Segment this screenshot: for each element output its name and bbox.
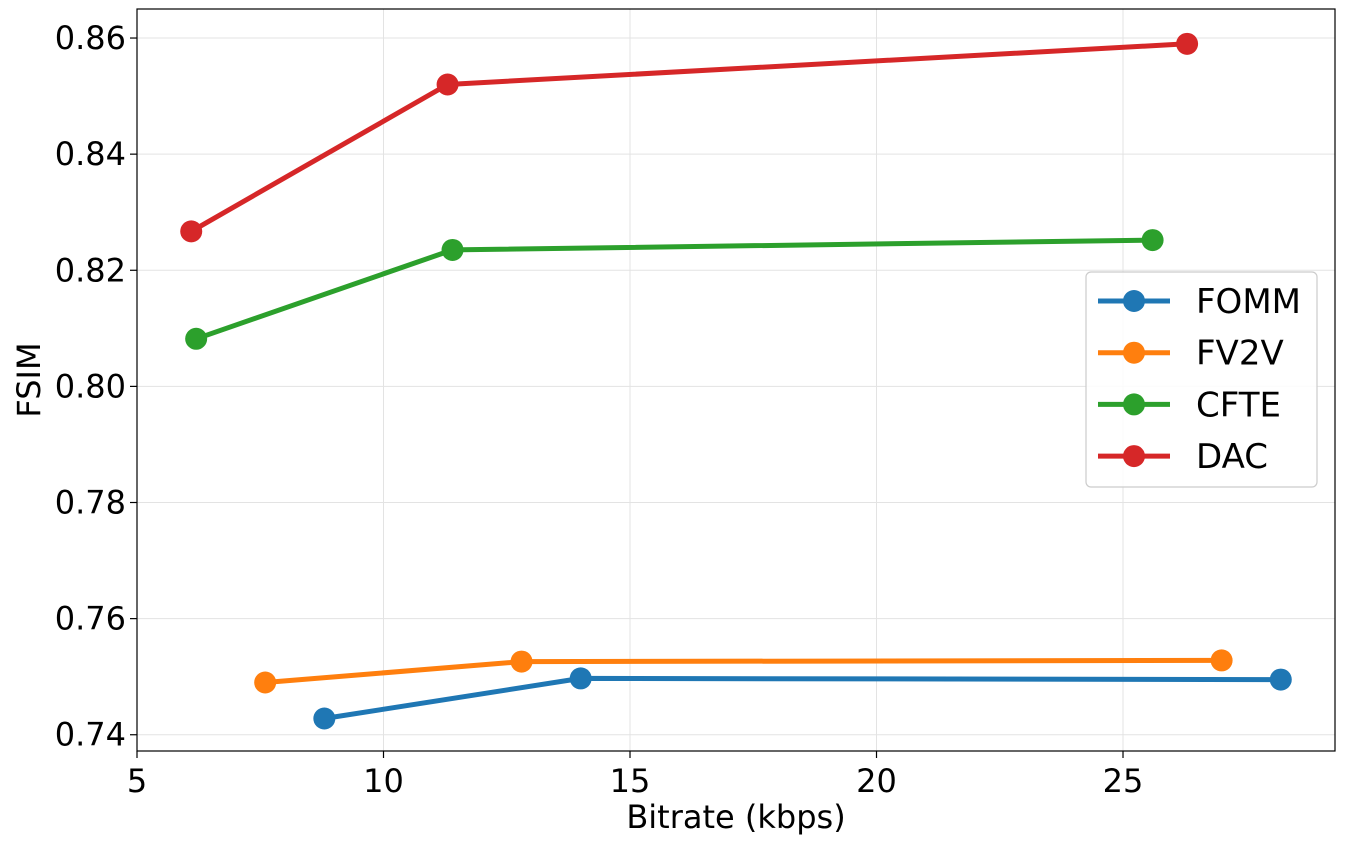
data-point-dac bbox=[436, 73, 459, 96]
data-point-cfte bbox=[1141, 229, 1164, 252]
data-point-dac bbox=[1176, 32, 1199, 55]
x-tick-label: 25 bbox=[1103, 762, 1144, 800]
series-line-dac bbox=[188, 41, 1190, 234]
data-point-cfte bbox=[441, 238, 464, 261]
plot-frame bbox=[136, 8, 1336, 752]
legend-marker-cfte bbox=[1123, 393, 1145, 416]
data-point-cfte bbox=[185, 327, 208, 350]
y-tick-label: 0.76 bbox=[55, 600, 126, 638]
legend-label-fv2v: FV2V bbox=[1196, 334, 1284, 374]
y-tick-label: 0.74 bbox=[55, 716, 126, 754]
legend-marker-fv2v bbox=[1123, 341, 1145, 364]
data-point-fomm bbox=[1269, 668, 1292, 691]
data-point-dac bbox=[180, 220, 203, 243]
y-tick-label: 0.84 bbox=[55, 135, 126, 173]
y-tick-label: 0.80 bbox=[55, 367, 126, 405]
data-point-fv2v bbox=[254, 671, 277, 694]
legend-marker-fomm bbox=[1123, 290, 1145, 312]
legend-label-cfte: CFTE bbox=[1196, 385, 1281, 425]
series-cfte bbox=[185, 229, 1164, 350]
data-point-fomm bbox=[569, 667, 592, 690]
x-tick-label: 10 bbox=[363, 762, 404, 800]
legend: FOMM FV2V CFTE DAC bbox=[1085, 271, 1318, 488]
axis-ticks: 5 10 15 20 25 0.74 0.76 0.78 0.80 0.82 0.84 0.86 bbox=[55, 19, 1144, 800]
data-point-fv2v bbox=[1210, 649, 1233, 672]
series-fv2v bbox=[254, 649, 1233, 694]
x-tick-label: 20 bbox=[856, 762, 897, 800]
x-axis-label: Bitrate (kbps) bbox=[626, 798, 845, 836]
series-dac bbox=[180, 32, 1199, 243]
y-tick-label: 0.82 bbox=[55, 251, 126, 289]
legend-label-dac: DAC bbox=[1196, 437, 1268, 477]
data-point-fv2v bbox=[510, 650, 533, 673]
series-line-fomm bbox=[321, 675, 1284, 721]
legend-label-fomm: FOMM bbox=[1196, 282, 1301, 322]
y-tick-label: 0.86 bbox=[55, 19, 126, 57]
x-tick-label: 15 bbox=[610, 762, 651, 800]
legend-box bbox=[1085, 271, 1318, 488]
y-axis-label: FSIM bbox=[10, 342, 48, 417]
series-line-cfte bbox=[193, 237, 1156, 342]
x-tick-label: 5 bbox=[127, 762, 147, 800]
series-fomm bbox=[313, 667, 1292, 730]
series-layer bbox=[180, 32, 1292, 730]
data-point-fomm bbox=[313, 707, 336, 730]
y-tick-label: 0.78 bbox=[55, 484, 126, 522]
legend-marker-dac bbox=[1123, 445, 1145, 468]
